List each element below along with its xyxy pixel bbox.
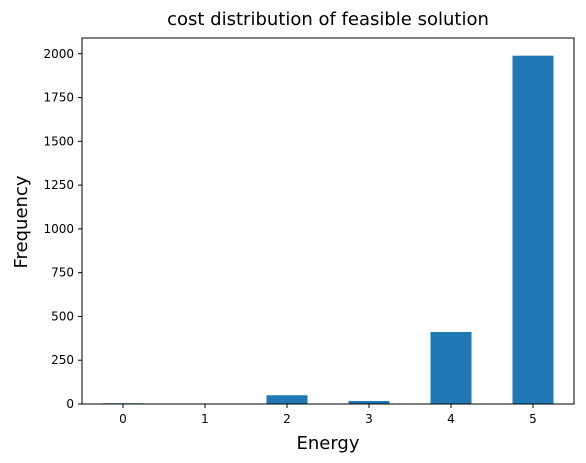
y-tick-label-0: 0: [66, 397, 74, 411]
y-tick-label-1750: 1750: [43, 91, 74, 105]
bar-3: [348, 401, 390, 404]
x-tick-label-0: 0: [119, 412, 127, 426]
bar-4: [430, 332, 472, 404]
bar-5: [512, 55, 554, 405]
x-axis-label: Energy: [296, 433, 359, 454]
plot-frame: [81, 37, 575, 405]
x-tick-label-1: 1: [201, 412, 209, 426]
y-tick-label-500: 500: [51, 309, 74, 323]
x-tick-label-4: 4: [447, 412, 455, 426]
y-tick-label-1250: 1250: [43, 178, 74, 192]
bar-2: [266, 395, 308, 404]
y-tick-label-750: 750: [51, 266, 74, 280]
chart-title: cost distribution of feasible solution: [167, 9, 489, 30]
y-axis-label: Frequency: [11, 175, 32, 268]
x-tick-label-2: 2: [283, 412, 291, 426]
x-tick-label-3: 3: [365, 412, 373, 426]
y-tick-label-250: 250: [51, 353, 74, 367]
y-tick-label-1500: 1500: [43, 134, 74, 148]
plot-area: 0 1 2 3 4 5 0 250 500 750 1000 1250 1500 1750 2000: [43, 37, 575, 426]
y-tick-label-2000: 2000: [43, 47, 74, 61]
y-tick-label-1000: 1000: [43, 222, 74, 236]
x-tick-label-5: 5: [529, 412, 537, 426]
